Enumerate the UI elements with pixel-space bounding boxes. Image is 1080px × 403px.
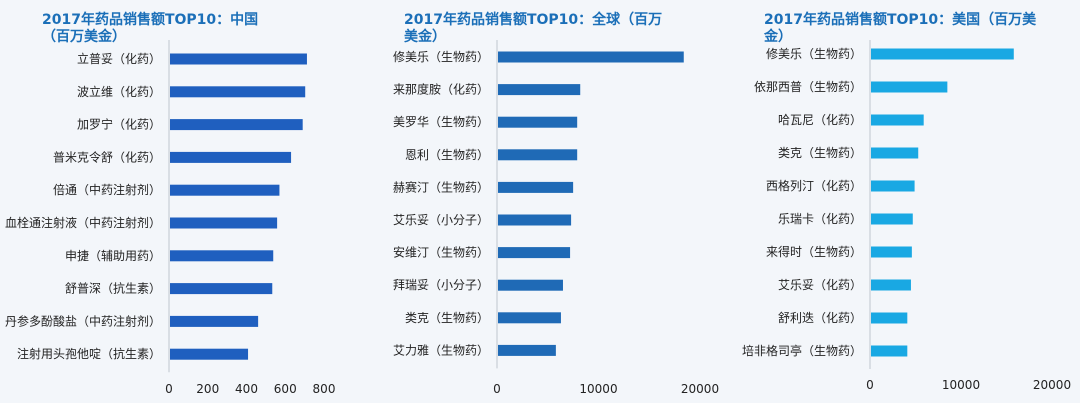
x-tick-label: 800 <box>313 382 336 396</box>
x-tick-label: 0 <box>493 382 501 396</box>
category-label: 培非格司亭（生物药） <box>742 343 862 358</box>
category-label: 修美乐（生物药） <box>393 49 489 64</box>
category-label: 普米克令舒（化药） <box>53 149 161 164</box>
bar <box>498 344 556 356</box>
bar <box>498 214 572 226</box>
category-label: 安维汀（生物药） <box>393 245 489 260</box>
category-label: 艾乐妥（小分子） <box>393 213 489 227</box>
x-tick-label: 200 <box>196 382 219 396</box>
x-tick-label: 20000 <box>681 382 719 396</box>
x-tick-label: 20000 <box>1033 378 1071 392</box>
bar <box>498 84 581 96</box>
category-label: 拜瑞妥（小分子） <box>393 278 489 292</box>
chart-title-china: 2017年药品销售额TOP10：中国（百万美金） <box>42 12 259 45</box>
bar <box>498 116 578 128</box>
chart-panel-usa: 2017年药品销售额TOP10：美国（百万美金） 修美乐（生物药） 依那西普（生物… <box>718 0 1080 403</box>
category-label: 乐瑞卡（化药） <box>778 212 862 226</box>
x-tick-label: 0 <box>165 382 173 396</box>
category-label: 丹参多酚酸盐（中药注射剂） <box>5 313 161 328</box>
bar <box>871 48 1014 60</box>
category-label: 倍通（中药注射剂） <box>53 182 161 197</box>
category-label: 修美乐（生物药） <box>766 46 862 61</box>
bar <box>498 149 578 161</box>
category-label: 恩利（生物药） <box>405 148 489 162</box>
bar <box>170 53 307 65</box>
category-label: 艾力雅（生物药） <box>393 342 489 357</box>
category-label: 申捷（辅助用药） <box>65 249 161 263</box>
bar-chart-usa: 修美乐（生物药） 依那西普（生物药） 哈瓦尼（化药） 类克（生物药） 西格列汀（化药） 乐… <box>742 40 1071 392</box>
bar <box>871 312 908 324</box>
chart-title-global: 2017年药品销售额TOP10：全球（百万美金） <box>404 12 663 45</box>
category-label: 立普妥（化药） <box>77 51 161 66</box>
bar <box>170 315 259 327</box>
bar <box>498 247 571 259</box>
category-label: 类克（生物药） <box>778 146 862 160</box>
category-label: 赫赛汀（生物药） <box>393 179 489 194</box>
bar <box>170 151 292 163</box>
category-label: 注射用头孢他啶（抗生素） <box>17 346 161 361</box>
category-label: 来那度胺（化药） <box>393 82 489 97</box>
bar <box>170 283 273 295</box>
bar <box>498 181 574 193</box>
category-label: 美罗华（生物药） <box>393 115 489 129</box>
category-label: 舒利迭（化药） <box>778 311 862 325</box>
bar <box>871 279 911 291</box>
x-tick-label: 600 <box>274 382 297 396</box>
bar <box>871 81 948 93</box>
bar <box>170 250 274 262</box>
bar <box>871 246 912 258</box>
bar <box>498 51 684 63</box>
chart-title-usa: 2017年药品销售额TOP10：美国（百万美金） <box>764 12 1037 45</box>
bar <box>170 86 306 98</box>
category-label: 加罗宁（化药） <box>77 117 161 132</box>
chart-panel-global: 2017年药品销售额TOP10：全球（百万美金） 修美乐（生物药） 来那度胺（化药… <box>358 0 723 403</box>
bar <box>170 217 278 229</box>
category-label: 来得时（生物药） <box>766 244 862 259</box>
bar <box>871 213 913 225</box>
chart-panel-china: 2017年药品销售额TOP10：中国（百万美金） 立普妥（化药） 波立维（化药） 加… <box>0 0 350 403</box>
category-label: 哈瓦尼（化药） <box>778 113 862 127</box>
bar <box>170 184 280 196</box>
bar <box>498 279 563 291</box>
bar <box>170 348 249 360</box>
bar <box>871 345 908 357</box>
category-label: 依那西普（生物药） <box>754 79 862 94</box>
category-label: 波立维（化药） <box>77 84 161 99</box>
category-label: 类克（生物药） <box>405 311 489 325</box>
category-label: 血栓通注射液（中药注射剂） <box>5 215 161 230</box>
bar <box>498 312 561 324</box>
bar <box>871 114 924 126</box>
category-label: 西格列汀（化药） <box>766 178 862 193</box>
bar-chart-china: 立普妥（化药） 波立维（化药） 加罗宁（化药） 普米克令舒（化药） 倍通（中药注射剂） 血… <box>5 40 336 396</box>
x-tick-label: 0 <box>866 378 874 392</box>
bar <box>871 147 919 159</box>
bar <box>170 119 303 131</box>
x-tick-label: 400 <box>235 382 258 396</box>
x-tick-label: 10000 <box>942 378 980 392</box>
bar-chart-global: 修美乐（生物药） 来那度胺（化药） 美罗华（生物药） 恩利（生物药） 赫赛汀（生物药） 艾… <box>393 40 719 396</box>
category-label: 舒普深（抗生素） <box>65 281 161 296</box>
category-label: 艾乐妥（化药） <box>778 278 862 292</box>
x-tick-label: 10000 <box>579 382 617 396</box>
bar <box>871 180 915 192</box>
